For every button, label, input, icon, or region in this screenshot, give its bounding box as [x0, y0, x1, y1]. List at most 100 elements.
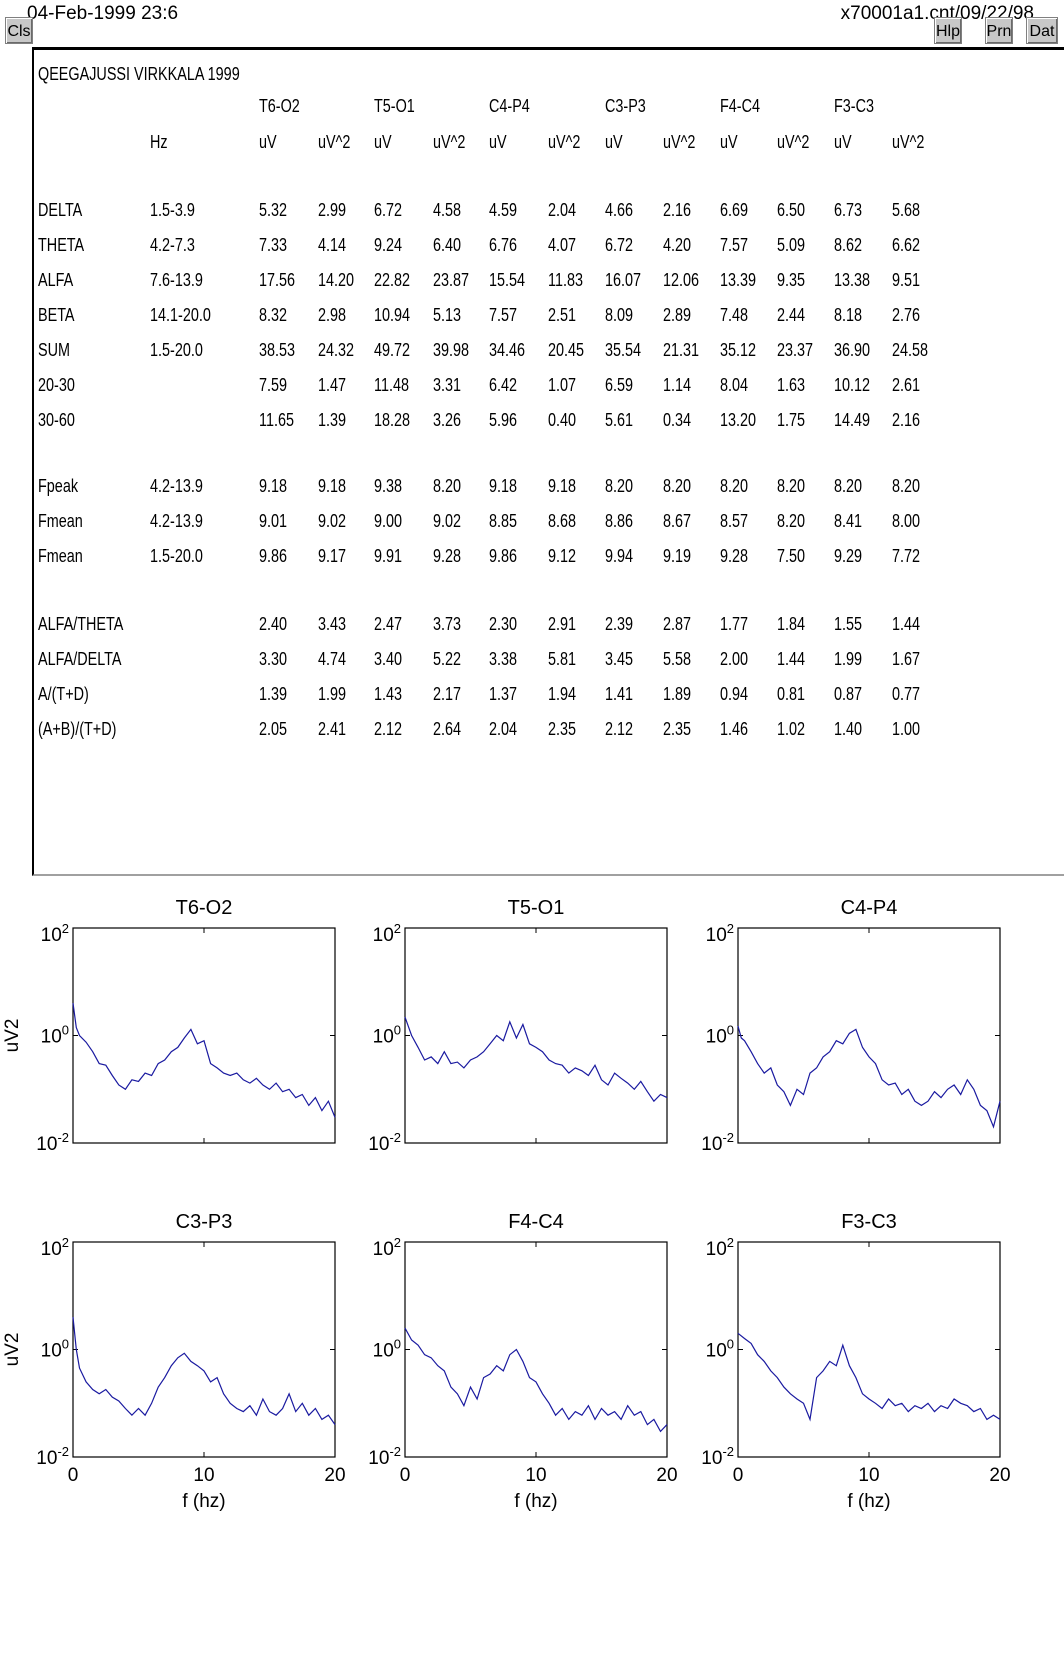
channel-header: T5-O1: [374, 96, 415, 116]
table-cell: 2.87: [663, 614, 692, 634]
y-tick-label: 100: [706, 1023, 734, 1048]
table-cell: 1.77: [720, 614, 749, 634]
table-cell: 9.24: [374, 235, 403, 255]
table-cell: 7.57: [720, 235, 749, 255]
table-cell: 3.26: [433, 410, 462, 430]
table-title: QEEGAJUSSI VIRKKALA 1999: [38, 64, 240, 84]
table-cell: 3.31: [433, 375, 462, 395]
table-cell: 8.00: [892, 511, 921, 531]
table-cell: 1.47: [318, 375, 347, 395]
table-cell: 0.40: [548, 410, 577, 430]
table-cell: 6.59: [605, 375, 634, 395]
table-cell: 1.89: [663, 684, 692, 704]
table-cell: 14.20: [318, 270, 355, 290]
y-tick-label: 102: [706, 921, 734, 946]
y-tick-label: 102: [373, 921, 401, 946]
channel-header: T6-O2: [259, 96, 300, 116]
row-label: DELTA: [38, 200, 83, 220]
table-cell: 12.06: [663, 270, 700, 290]
cls-button[interactable]: Cls: [5, 17, 33, 44]
table-cell: 9.18: [548, 476, 577, 496]
table-cell: 13.20: [720, 410, 757, 430]
y-tick-label: 102: [373, 1235, 401, 1260]
table-cell: 1.94: [548, 684, 577, 704]
table-cell: 6.69: [720, 200, 749, 220]
table-cell: 1.84: [777, 614, 806, 634]
unit-header: uV: [259, 132, 277, 152]
table-cell: 22.82: [374, 270, 411, 290]
table-cell: 35.12: [720, 340, 757, 360]
y-tick-label: 10-2: [36, 1130, 69, 1155]
table-cell: 5.96: [489, 410, 518, 430]
y-tick-label: 100: [706, 1337, 734, 1362]
table-cell: 1.02: [777, 719, 806, 739]
table-cell: 9.28: [433, 546, 462, 566]
y-tick-label: 100: [373, 1023, 401, 1048]
table-cell: 8.68: [548, 511, 577, 531]
table-cell: 1.5-20.0: [150, 340, 203, 360]
table-cell: 2.12: [374, 719, 403, 739]
plot-frame: [72, 927, 336, 1144]
y-tick-label: 10-2: [701, 1444, 734, 1469]
table-cell: 6.76: [489, 235, 518, 255]
table-cell: 8.20: [605, 476, 634, 496]
data-button[interactable]: Dat: [1026, 17, 1058, 44]
table-cell: 9.18: [259, 476, 288, 496]
table-cell: 5.13: [433, 305, 462, 325]
table-cell: 9.94: [605, 546, 634, 566]
table-cell: 8.41: [834, 511, 863, 531]
plot-title: F4-C4: [508, 1211, 564, 1233]
table-cell: 8.04: [720, 375, 749, 395]
row-label: BETA: [38, 305, 75, 325]
unit-header: uV: [834, 132, 852, 152]
table-cell: 21.31: [663, 340, 700, 360]
table-cell: 6.40: [433, 235, 462, 255]
unit-header: uV: [489, 132, 507, 152]
table-cell: 4.20: [663, 235, 692, 255]
table-cell: 8.18: [834, 305, 863, 325]
table-cell: 1.99: [834, 649, 863, 669]
table-cell: 1.46: [720, 719, 749, 739]
table-cell: 3.45: [605, 649, 634, 669]
table-cell: 23.37: [777, 340, 814, 360]
y-tick-label: 10-2: [368, 1444, 401, 1469]
spectrum-plots: T6-O210210010-2uV2T5-O110210010-2C4-P410…: [2, 900, 1011, 1512]
table-cell: 2.04: [489, 719, 518, 739]
table-cell: 7.57: [489, 305, 518, 325]
table-cell: 4.66: [605, 200, 634, 220]
table-cell: 3.40: [374, 649, 403, 669]
table-cell: 7.72: [892, 546, 921, 566]
unit-header: uV: [720, 132, 738, 152]
help-button[interactable]: Hlp: [934, 17, 962, 44]
table-cell: 23.87: [433, 270, 470, 290]
table-cell: 9.35: [777, 270, 806, 290]
table-cell: 10.12: [834, 375, 871, 395]
table-cell: 14.1-20.0: [150, 305, 211, 325]
table-cell: 4.2-7.3: [150, 235, 195, 255]
table-cell: 6.72: [605, 235, 634, 255]
x-axis-label: f (hz): [182, 1491, 225, 1512]
unit-header: uV^2: [777, 132, 810, 152]
unit-header: Hz: [150, 132, 168, 152]
table-cell: 1.07: [548, 375, 577, 395]
table-cell: 1.5-3.9: [150, 200, 195, 220]
print-button[interactable]: Prn: [985, 17, 1013, 44]
channel-header: F4-C4: [720, 96, 761, 116]
table-cell: 1.99: [318, 684, 347, 704]
unit-header: uV^2: [663, 132, 696, 152]
table-cell: 2.47: [374, 614, 403, 634]
table-cell: 2.16: [892, 410, 921, 430]
row-label: Fmean: [38, 546, 83, 566]
table-cell: 7.33: [259, 235, 288, 255]
table-cell: 2.16: [663, 200, 692, 220]
table-cell: 3.30: [259, 649, 288, 669]
qeeg-table-panel: QEEGAJUSSI VIRKKALA 1999 T6-O2 T5-O1 C4-P4 C…: [32, 50, 1064, 876]
channel-header: F3-C3: [834, 96, 875, 116]
table-cell: 2.44: [777, 305, 806, 325]
table-cell: 2.00: [720, 649, 749, 669]
row-label: (A+B)/(T+D): [38, 719, 117, 739]
table-cell: 1.41: [605, 684, 634, 704]
row-label: 30-60: [38, 410, 75, 430]
y-tick-label: 10-2: [368, 1130, 401, 1155]
table-cell: 20.45: [548, 340, 585, 360]
